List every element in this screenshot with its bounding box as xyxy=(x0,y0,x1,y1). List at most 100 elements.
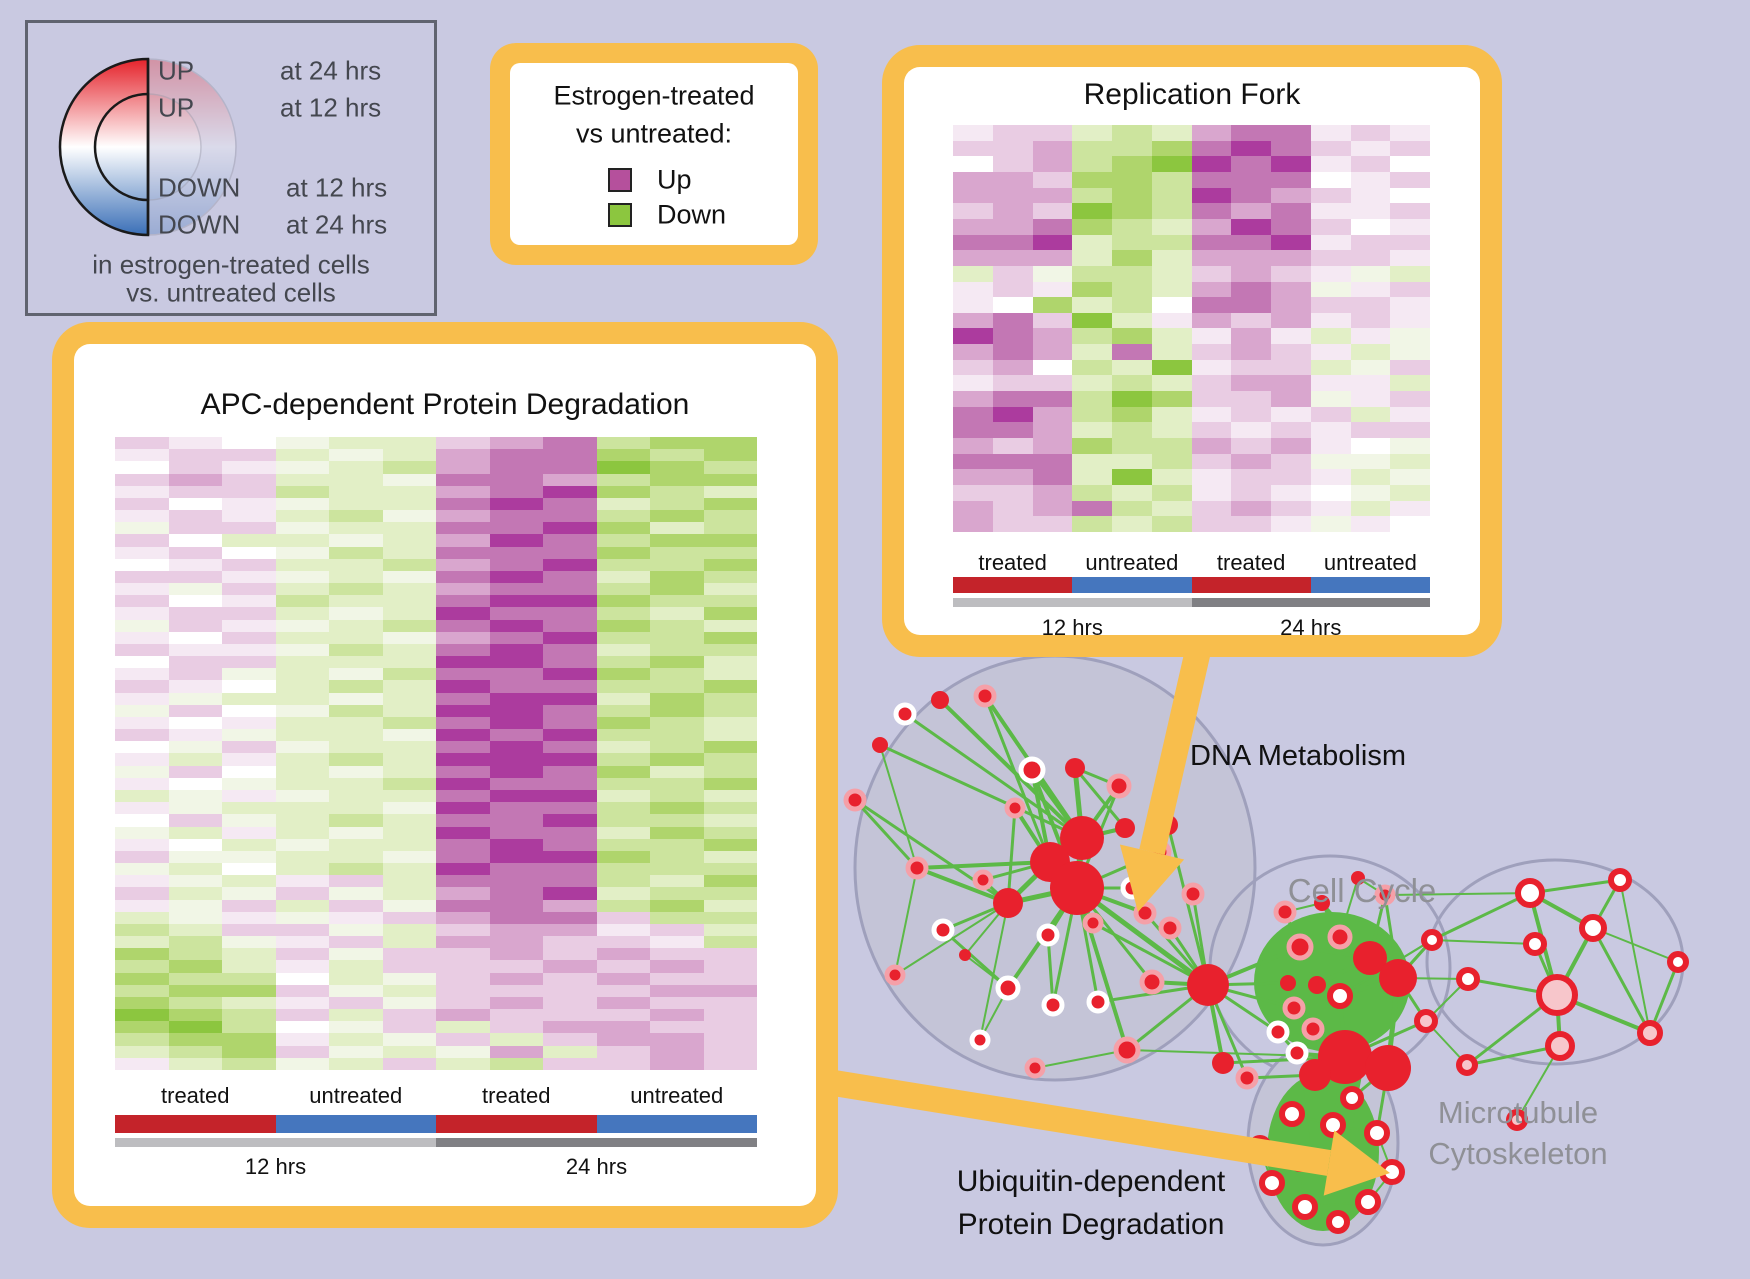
heatmap-cell xyxy=(1310,265,1351,282)
heatmap-cell xyxy=(992,187,1033,204)
heatmap-cell xyxy=(1191,485,1232,501)
heatmap-cell xyxy=(436,1009,490,1022)
heatmap-cell xyxy=(703,802,757,815)
heatmap-cell xyxy=(1191,391,1232,407)
heatmap-cell xyxy=(489,656,543,669)
heatmap-cell xyxy=(1271,485,1311,501)
heatmap-cell xyxy=(1231,140,1271,157)
network-node xyxy=(973,684,997,708)
heatmap-cell xyxy=(543,948,597,961)
network-node xyxy=(1041,993,1065,1017)
heatmap-cell xyxy=(168,461,222,474)
heatmap-cell xyxy=(650,631,704,644)
heatmap-cell xyxy=(1390,156,1430,172)
network-node xyxy=(1320,1112,1346,1138)
heatmap-cell xyxy=(1151,516,1192,532)
heatmap-cell xyxy=(1310,453,1351,470)
heatmap-cell xyxy=(222,534,276,547)
network-node xyxy=(1456,967,1480,991)
heatmap-cell xyxy=(1390,171,1430,188)
heatmap-cell xyxy=(543,485,597,498)
heatmap-cell xyxy=(329,497,383,511)
heatmap-cell xyxy=(382,875,436,888)
heatmap-cell xyxy=(1310,406,1351,423)
heatmap-cell xyxy=(1032,391,1073,407)
heatmap-cell xyxy=(222,704,276,717)
network-edge xyxy=(1006,806,1017,905)
heatmap-cell xyxy=(1310,391,1351,407)
heatmap-cell xyxy=(222,741,276,754)
heatmap-cell xyxy=(489,595,543,608)
heatmap-cell xyxy=(703,1021,757,1034)
heatmap-cell xyxy=(1191,438,1232,454)
heatmap-cell xyxy=(1032,140,1073,157)
treatment-bar-treated xyxy=(953,577,1073,593)
heatmap-cell xyxy=(1032,156,1073,172)
heatmap-cell xyxy=(596,899,650,912)
heatmap-cell xyxy=(275,790,329,803)
network-node xyxy=(1523,932,1547,956)
heatmap-cell xyxy=(382,972,436,985)
heatmap-cell xyxy=(1271,359,1311,376)
replication-fork-heatmap xyxy=(953,125,1430,532)
heatmap-cell xyxy=(1350,203,1391,219)
heatmap-cell xyxy=(650,863,704,876)
heatmap-cell xyxy=(489,790,543,803)
heatmap-cell xyxy=(1191,375,1232,392)
heatmap-cell xyxy=(168,850,222,864)
heatmap-cell xyxy=(222,461,276,474)
heatmap-cell xyxy=(1072,312,1112,329)
heatmap-cell xyxy=(1390,297,1430,313)
heatmap-cell xyxy=(953,500,993,517)
heatmap-cell xyxy=(489,1057,543,1070)
heatmap-cell xyxy=(329,522,383,535)
heatmap-cell xyxy=(1112,422,1152,439)
heatmap-cell xyxy=(168,814,222,827)
heatmap-cell xyxy=(1072,375,1112,392)
heatmap-cell xyxy=(329,643,383,657)
heatmap-cell xyxy=(115,656,169,669)
heatmap-cell xyxy=(1271,422,1311,439)
heatmap-cell xyxy=(329,1021,383,1034)
heatmap-cell xyxy=(329,936,383,949)
key-up-24-time: at 24 hrs xyxy=(280,55,382,86)
heatmap-cell xyxy=(436,668,490,681)
heatmap-cell xyxy=(953,359,993,376)
estrogen-legend-box: Estrogen-treated vs untreated: Up Down xyxy=(490,43,818,265)
heatmap-cell xyxy=(596,802,650,815)
heatmap-cell xyxy=(543,534,597,547)
heatmap-cell xyxy=(115,996,169,1010)
heatmap-cell xyxy=(992,485,1033,501)
heatmap-cell xyxy=(596,449,650,462)
heatmap-cell xyxy=(382,1009,436,1022)
heatmap-cell xyxy=(703,473,757,486)
heatmap-cell xyxy=(436,1057,490,1070)
heatmap-cell xyxy=(222,668,276,681)
heatmap-cell xyxy=(275,583,329,596)
heatmap-cell xyxy=(1032,500,1073,517)
network-edge xyxy=(983,694,1052,864)
heatmap-cell xyxy=(168,668,222,681)
network-node xyxy=(1318,1030,1372,1084)
heatmap-cell xyxy=(222,960,276,973)
heatmap-cell xyxy=(703,899,757,912)
heatmap-cell xyxy=(489,863,543,876)
heatmap-cell xyxy=(992,250,1033,266)
heatmap-cell xyxy=(1112,140,1152,157)
heatmap-cell xyxy=(992,359,1033,376)
heatmap-cell xyxy=(1350,281,1391,298)
heatmap-cell xyxy=(115,643,169,657)
heatmap-cell xyxy=(1310,438,1351,454)
heatmap-cell xyxy=(1032,359,1073,376)
network-edge xyxy=(1074,885,1211,988)
heatmap-cell xyxy=(1350,500,1391,517)
heatmap-cell xyxy=(115,485,169,498)
heatmap-cell xyxy=(382,899,436,912)
network-node xyxy=(1545,1031,1575,1061)
time-label: 12 hrs xyxy=(244,1154,307,1179)
heatmap-cell xyxy=(382,790,436,803)
heatmap-cell xyxy=(543,473,597,486)
heatmap-cell xyxy=(436,631,490,644)
heatmap-cell xyxy=(543,923,597,937)
heatmap-cell xyxy=(703,850,757,864)
